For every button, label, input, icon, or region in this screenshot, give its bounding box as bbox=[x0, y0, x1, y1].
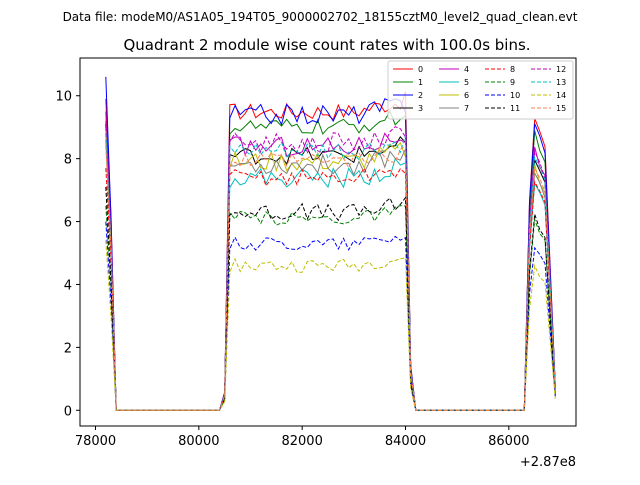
y-tick-label: 0 bbox=[64, 404, 72, 419]
series-line-0 bbox=[105, 91, 556, 411]
y-tick-label: 8 bbox=[64, 153, 72, 168]
legend-label-7: 7 bbox=[464, 104, 469, 113]
series-line-14 bbox=[105, 240, 556, 411]
legend-label-10: 10 bbox=[510, 91, 520, 100]
x-tick-label: 78000 bbox=[75, 434, 116, 449]
legend-label-9: 9 bbox=[510, 78, 515, 87]
legend-label-14: 14 bbox=[556, 91, 566, 100]
chart-suptitle: Data file: modeM0/AS1A05_194T05_90000027… bbox=[63, 10, 578, 24]
series-line-4 bbox=[105, 111, 556, 411]
series-line-11 bbox=[105, 186, 556, 411]
legend-box bbox=[387, 60, 574, 120]
legend-label-5: 5 bbox=[464, 78, 469, 87]
series-line-13 bbox=[105, 133, 556, 411]
legend-label-2: 2 bbox=[418, 91, 423, 100]
legend-label-6: 6 bbox=[464, 91, 469, 100]
y-tick-label: 4 bbox=[64, 278, 72, 293]
legend-label-4: 4 bbox=[464, 65, 469, 74]
x-tick-label: 82000 bbox=[281, 434, 322, 449]
series-line-5 bbox=[105, 133, 556, 411]
legend-label-3: 3 bbox=[418, 104, 423, 113]
x-tick-label: 86000 bbox=[488, 434, 529, 449]
chart-title: Quadrant 2 module wise count rates with … bbox=[123, 36, 530, 54]
series-line-8 bbox=[105, 167, 556, 411]
legend-label-1: 1 bbox=[418, 78, 423, 87]
series-line-7 bbox=[105, 139, 556, 411]
y-tick-label: 6 bbox=[64, 216, 72, 231]
x-tick-label: 84000 bbox=[385, 434, 426, 449]
legend-label-11: 11 bbox=[510, 104, 520, 113]
series-line-6 bbox=[105, 130, 556, 411]
y-tick-label: 2 bbox=[64, 341, 72, 356]
y-tick-label: 10 bbox=[55, 90, 72, 105]
series-line-1 bbox=[105, 109, 556, 411]
series-line-15 bbox=[105, 144, 556, 411]
x-offset-label: +2.87e8 bbox=[520, 455, 576, 470]
legend-label-8: 8 bbox=[510, 65, 515, 74]
legend-label-0: 0 bbox=[418, 65, 423, 74]
legend-label-13: 13 bbox=[556, 78, 566, 87]
plot-frame bbox=[79, 57, 577, 427]
legend-label-12: 12 bbox=[556, 65, 566, 74]
series-line-10 bbox=[105, 221, 556, 411]
series-line-3 bbox=[105, 124, 556, 411]
series-line-12 bbox=[105, 126, 556, 411]
x-tick-label: 80000 bbox=[178, 434, 219, 449]
series-line-9 bbox=[105, 205, 556, 411]
legend-label-15: 15 bbox=[556, 104, 566, 113]
